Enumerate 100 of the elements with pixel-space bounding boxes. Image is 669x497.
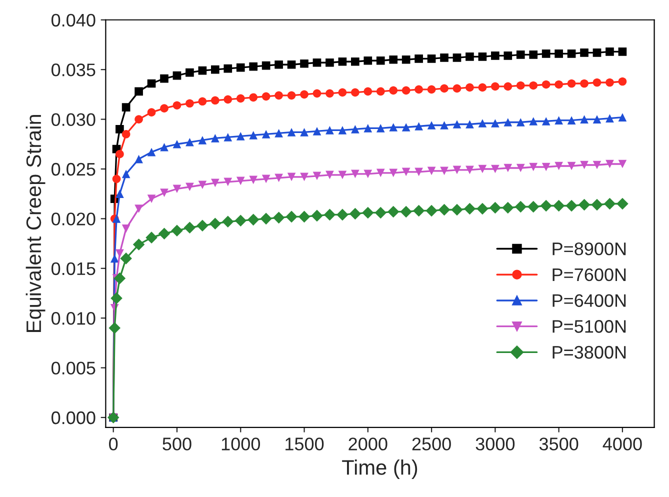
x-tick-label: 1500 [286,438,324,450]
point [466,166,474,174]
point [234,214,247,227]
point [224,133,232,142]
point [224,178,232,186]
point [616,198,628,210]
point [604,198,616,210]
point [414,122,423,130]
point [224,95,232,104]
x-tick-label: 2000 [348,438,388,450]
point [249,93,258,102]
point [274,129,283,138]
point [274,174,283,182]
point [236,63,245,72]
x-tick-label: 3000 [476,438,515,450]
y-tick-label: 0.020 [52,212,96,226]
point [338,170,347,180]
point [376,124,385,132]
point [338,126,347,134]
y-tick-label: 0.030 [52,113,96,126]
point [184,222,196,234]
point [414,85,423,94]
point [466,120,474,128]
point [502,202,514,214]
point [108,322,121,334]
point [529,50,538,59]
point [516,81,525,90]
point [412,204,425,217]
legend-label: P=8900N [552,242,626,256]
point [132,238,145,250]
point [552,200,565,212]
point [122,170,130,178]
point [274,60,283,69]
point [287,91,296,100]
point [491,164,500,174]
point [567,79,576,88]
point [210,134,220,142]
point [400,206,412,218]
point [186,99,194,108]
point [186,182,194,192]
point [160,142,168,152]
point [300,172,308,182]
y-tick-label: 0.035 [52,64,96,76]
point [580,160,588,170]
point [274,91,283,100]
point [516,50,525,59]
point [529,117,538,126]
point [172,71,182,80]
point [376,56,385,65]
point [312,58,322,67]
point [146,232,158,244]
point [592,115,602,124]
point [427,85,436,94]
x-tick-label: 500 [162,438,192,450]
point [116,125,124,134]
point [402,86,410,95]
point [504,164,512,172]
point [478,164,487,174]
point [326,58,334,67]
point [147,108,156,116]
point [376,168,385,178]
y-tick-label: 0.000 [52,411,96,424]
point [618,77,627,86]
point [567,116,576,124]
point [116,190,124,198]
point [414,168,423,176]
point [160,74,168,83]
point [364,87,372,96]
point [387,206,400,218]
point [286,210,298,223]
point [554,50,563,58]
point [112,174,121,184]
point [402,168,410,176]
point [491,119,500,128]
legend-label: P=6400N [552,294,626,307]
point [249,62,258,71]
point [198,136,207,144]
point [364,124,372,132]
point [236,94,245,103]
y-tick-label: 0.015 [52,262,96,276]
point [120,252,132,264]
point [466,83,474,92]
point [618,160,627,168]
point [374,206,387,219]
point [440,166,448,176]
point [198,97,207,106]
point [389,55,398,64]
point [464,202,476,215]
point [272,212,285,224]
point [514,200,527,213]
x-tick-label: 0 [109,438,118,450]
point [110,292,122,304]
point [491,82,500,91]
legend-label: P=7600N [552,268,626,282]
point [427,166,436,176]
y-tick-label: 0.040 [52,14,96,27]
point [554,116,563,124]
point [249,131,258,140]
point [478,83,487,92]
point [542,50,550,58]
